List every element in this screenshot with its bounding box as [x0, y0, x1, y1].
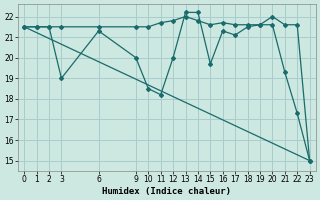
X-axis label: Humidex (Indice chaleur): Humidex (Indice chaleur) [102, 187, 231, 196]
